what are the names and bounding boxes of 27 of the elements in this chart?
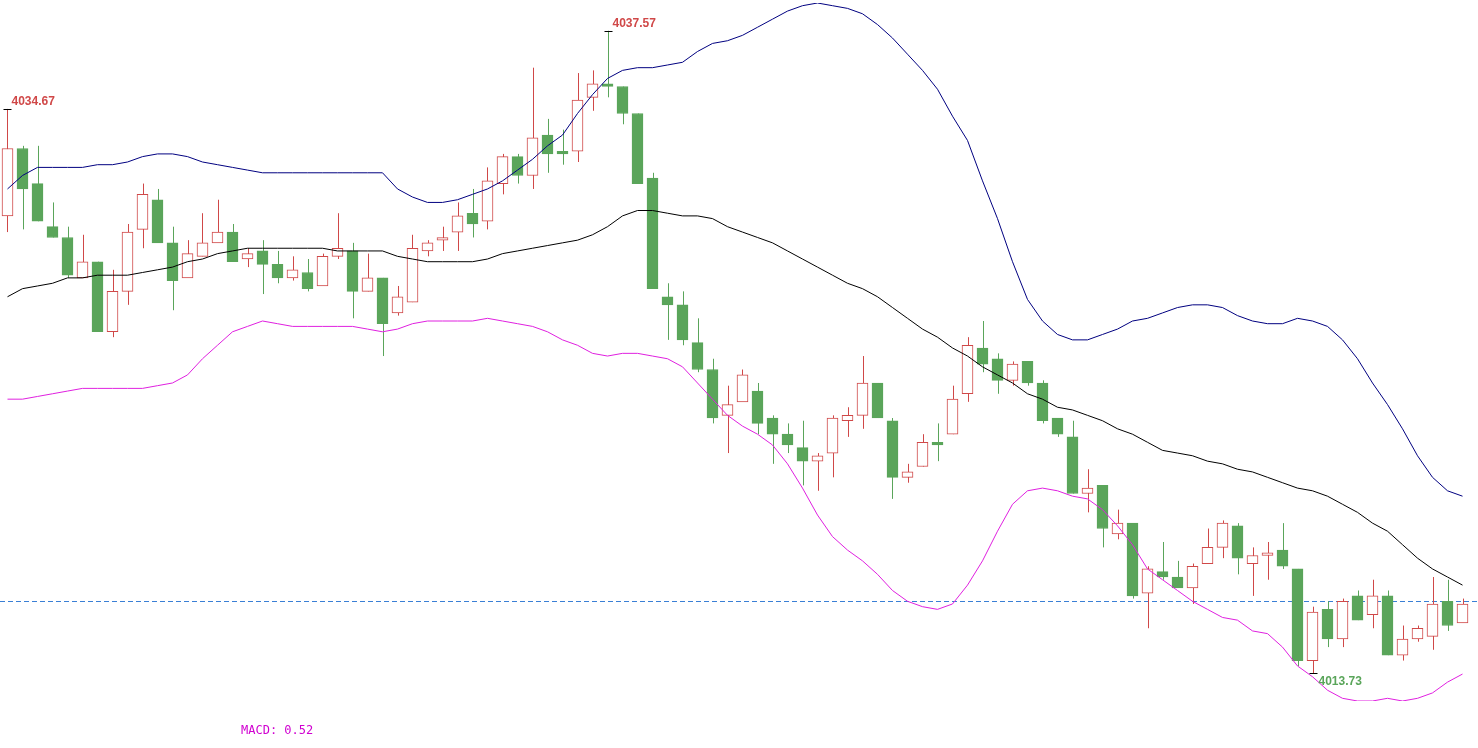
candlestick [1261, 541, 1274, 581]
candlestick [811, 452, 824, 492]
candlestick [241, 247, 254, 268]
candlestick [1456, 598, 1469, 624]
text: 4037.57 [612, 15, 657, 30]
candlestick [1186, 563, 1199, 605]
candlestick [841, 406, 854, 438]
annotation: 4034.67 [11, 93, 56, 108]
candlestick [1021, 360, 1034, 387]
candlestick [661, 282, 674, 341]
text: MACD: 0.52 [241, 723, 314, 738]
candlestick [1216, 519, 1229, 559]
candlestick [286, 255, 299, 282]
candlestick [46, 201, 59, 238]
candlestick [1141, 565, 1154, 629]
candlestick [1081, 468, 1094, 513]
candlestick [1351, 590, 1364, 621]
candlestick [991, 352, 1004, 395]
text: 4013.73 [1318, 673, 1363, 688]
candlestick [1441, 579, 1454, 632]
candlestick [256, 239, 269, 295]
candlestick [901, 463, 914, 484]
candlestick [916, 433, 929, 468]
candlestick [1366, 579, 1379, 629]
candlestick [796, 420, 809, 486]
candlestick [1156, 541, 1169, 581]
candlestick [1246, 546, 1259, 597]
